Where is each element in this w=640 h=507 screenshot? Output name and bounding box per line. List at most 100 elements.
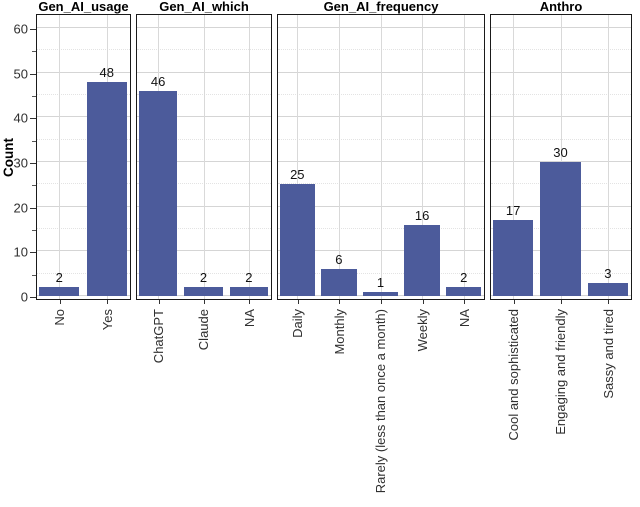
x-axis-label: NA: [227, 309, 272, 507]
x-axis-label: Monthly: [319, 309, 361, 507]
gridline-major: [37, 161, 130, 162]
x-axis-tick: [204, 300, 205, 304]
y-axis-tick-label: 30: [13, 155, 28, 171]
strip-title: Gen_AI_usage: [38, 0, 129, 14]
gridline-major: [37, 116, 130, 118]
x-axis-tick: [608, 300, 610, 304]
strip-title: Gen_AI_which: [159, 0, 249, 14]
x-axis-label-text: Yes: [99, 309, 115, 331]
x-axis-label: ChatGPT: [136, 309, 181, 507]
x-axis-label: Cool and sophisticated: [490, 309, 537, 507]
bar: [587, 282, 628, 296]
x-axis-tick: [249, 300, 251, 304]
gridline-minor: [37, 183, 130, 185]
y-axis-tick-label: 40: [13, 110, 28, 126]
x-axis-label-text: Weekly: [415, 309, 431, 352]
x-axis-label-text: Monthly: [331, 309, 347, 355]
y-axis-minor-tick: [32, 185, 36, 187]
y-axis-tick: [30, 29, 36, 30]
x-axis-label-text: Daily: [290, 309, 306, 338]
x-axis-label-text: Sassy and tired: [600, 309, 616, 399]
x-axis-tick: [158, 300, 160, 304]
gridline-major: [37, 295, 130, 296]
x-axis-tick: [339, 300, 341, 304]
x-axis-label: Sassy and tired: [585, 309, 632, 507]
y-axis-tick-label: 50: [13, 66, 28, 82]
bar-value-label: 3: [604, 265, 612, 281]
x-axis-label: NA: [443, 309, 485, 507]
x-axis-tick: [464, 300, 466, 304]
gridline-vertical: [463, 15, 465, 299]
facet-panel: 46 2 2: [136, 14, 272, 300]
x-axis-tick: [297, 300, 299, 304]
gridline-vertical: [513, 15, 515, 299]
y-axis-minor-tick: [32, 274, 36, 276]
bar: [86, 81, 127, 296]
x-axis-tick: [513, 300, 515, 304]
bar-value-label: 25: [290, 167, 305, 183]
bar-value-label: 2: [55, 270, 63, 286]
y-axis-tick-label: 20: [13, 200, 28, 216]
x-axis-tick: [381, 300, 382, 304]
gridline-major: [37, 205, 130, 207]
x-axis-label: Yes: [84, 309, 132, 507]
x-axis-label-text: Engaging and friendly: [553, 309, 569, 435]
bar: [321, 269, 357, 296]
gridline-major: [37, 71, 130, 73]
bar: [493, 220, 534, 296]
x-axis-label-text: Rarely (less than once a month): [373, 309, 389, 494]
gridline-vertical: [203, 15, 205, 299]
y-axis-tick: [30, 73, 36, 75]
bar-value-label: 6: [335, 252, 343, 268]
bar: [229, 287, 269, 296]
gridline-minor: [37, 228, 130, 229]
x-axis-tick: [59, 300, 61, 304]
y-axis-tick: [30, 207, 36, 209]
x-axis-label: Engaging and friendly: [537, 309, 584, 507]
bar: [540, 162, 581, 296]
gridline-vertical: [560, 15, 562, 299]
y-axis-tick: [30, 163, 36, 164]
gridline-minor: [37, 49, 130, 51]
gridline-minor: [37, 272, 130, 274]
y-axis-tick-label: 10: [13, 244, 28, 260]
strip-title: Gen_AI_frequency: [323, 0, 439, 14]
bar: [362, 291, 399, 296]
x-axis-label-text: Cool and sophisticated: [506, 309, 522, 441]
gridline-vertical: [607, 15, 609, 299]
bar-value-label: 17: [505, 203, 521, 219]
gridline-vertical: [380, 15, 382, 299]
gridline-vertical: [248, 15, 250, 299]
bar-value-label: 2: [460, 270, 468, 286]
x-axis-tick: [422, 300, 424, 304]
x-axis-label: Weekly: [402, 309, 444, 507]
gridline-vertical: [297, 15, 299, 299]
bar-value-label: 16: [414, 207, 430, 223]
x-axis-label: Daily: [277, 309, 319, 507]
bar-value-label: 1: [376, 274, 385, 290]
x-axis-label: No: [36, 309, 84, 507]
facet-panel: 25 6 1 16 2: [277, 14, 485, 300]
gridline-vertical: [59, 15, 61, 299]
x-axis-tick: [107, 300, 109, 304]
gridline-vertical: [338, 15, 340, 299]
y-axis-tick-label: 60: [13, 21, 28, 37]
bar-value-label: 2: [199, 270, 208, 286]
bar: [39, 287, 80, 296]
x-axis-label-text: NA: [456, 309, 472, 328]
gridline-major: [37, 27, 130, 28]
y-axis-tick: [30, 118, 36, 120]
y-axis-tick: [30, 297, 36, 298]
y-axis-minor-tick: [32, 96, 36, 97]
strip-title: Anthro: [539, 0, 583, 14]
gridline-vertical: [422, 15, 424, 299]
bar: [184, 287, 223, 296]
bar-value-label: 30: [553, 145, 568, 160]
x-axis-label: Claude: [181, 309, 226, 507]
y-axis-minor-tick: [32, 140, 36, 142]
gridline-minor: [37, 94, 130, 95]
facet-panel: 17 30 3: [490, 14, 632, 300]
x-axis-label-text: Claude: [196, 309, 212, 351]
bar-value-label: 48: [99, 64, 114, 80]
